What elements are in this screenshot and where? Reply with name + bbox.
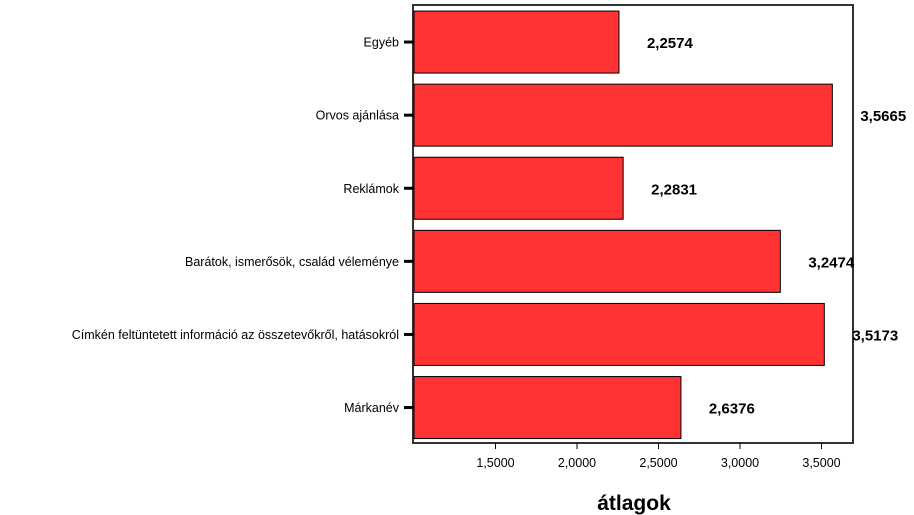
x-tick-label: 3,0000 xyxy=(721,456,759,470)
x-tick-label: 3,5000 xyxy=(802,456,840,470)
value-label: 2,2831 xyxy=(651,181,697,198)
bar xyxy=(413,156,624,220)
bar xyxy=(413,302,825,366)
x-tick-label: 1,5000 xyxy=(476,456,514,470)
x-axis-title: átlagok xyxy=(597,492,671,515)
category-label: Reklámok xyxy=(343,182,399,196)
category-label: Egyéb xyxy=(364,36,399,50)
value-label: 2,2574 xyxy=(647,35,694,52)
bar xyxy=(413,229,781,293)
bar xyxy=(413,83,833,147)
category-label: Címkén feltüntetett információ az összet… xyxy=(72,328,399,342)
plot-frame xyxy=(412,4,854,444)
value-label: 3,2474 xyxy=(808,254,855,271)
x-tick-label: 2,0000 xyxy=(558,456,596,470)
bar xyxy=(413,376,682,440)
category-label: Orvos ajánlása xyxy=(316,109,399,123)
value-label: 2,6376 xyxy=(709,401,755,418)
category-label: Márkanév xyxy=(344,401,400,415)
category-label: Barátok, ismerősök, család véleménye xyxy=(185,255,399,269)
value-label: 3,5173 xyxy=(852,327,898,344)
bar xyxy=(413,10,620,74)
value-label: 3,5665 xyxy=(860,108,906,125)
bars-layer: Egyéb 2,2574 Orvos ajánlása 3,5665 Reklámok 2… xyxy=(72,10,906,440)
x-tick-label: 2,5000 xyxy=(639,456,677,470)
x-axis-ticks: 1,5000 2,0000 2,5000 3,0000 3,5000 xyxy=(476,443,841,470)
